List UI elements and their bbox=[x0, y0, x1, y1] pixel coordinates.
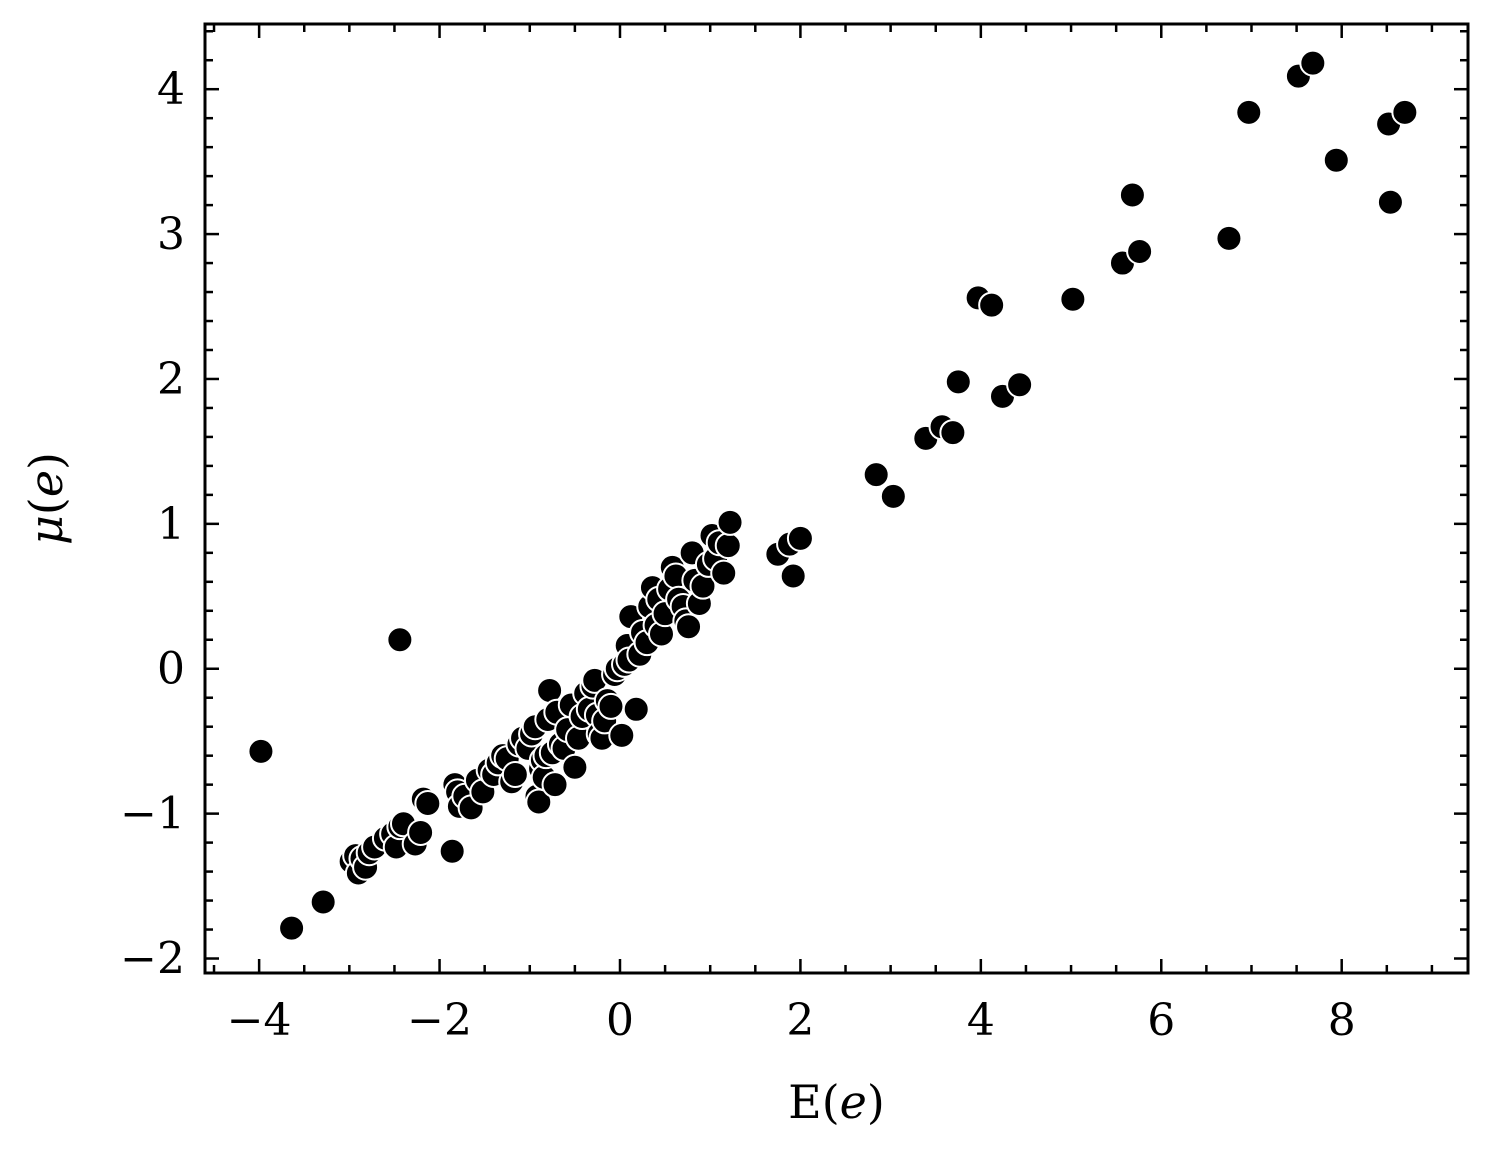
scatter-point bbox=[608, 721, 636, 749]
scatter-point bbox=[944, 368, 972, 396]
scatter-point bbox=[978, 291, 1006, 319]
scatter-point bbox=[675, 613, 703, 641]
data-points bbox=[247, 49, 1419, 942]
scatter-point bbox=[501, 761, 529, 789]
scatter-point bbox=[716, 508, 744, 536]
scatter-point bbox=[622, 695, 650, 723]
x-axis-label: E(e) bbox=[788, 1075, 885, 1129]
scatter-point bbox=[1215, 224, 1243, 252]
y-axis-label-close: ) bbox=[19, 452, 73, 470]
scatter-point bbox=[1376, 188, 1404, 216]
scatter-point bbox=[1059, 285, 1087, 313]
x-axis-label-text: E( bbox=[788, 1075, 840, 1129]
scatter-point bbox=[1006, 371, 1034, 399]
x-axis-label-var: e bbox=[840, 1075, 867, 1129]
y-tick-label: 0 bbox=[157, 644, 185, 695]
y-axis-label-var: e bbox=[19, 470, 73, 497]
scatter-point bbox=[278, 914, 306, 942]
scatter-point bbox=[779, 562, 807, 590]
plot-frame bbox=[203, 22, 1470, 975]
scatter-point bbox=[1118, 181, 1146, 209]
scatter-point bbox=[309, 888, 337, 916]
x-tick-label: 8 bbox=[1328, 995, 1356, 1046]
scatter-point bbox=[438, 837, 466, 865]
scatter-point bbox=[561, 753, 589, 781]
y-axis-label-open: ( bbox=[19, 497, 73, 515]
y-tick-label: 1 bbox=[157, 499, 185, 550]
scatter-point bbox=[1126, 237, 1154, 265]
scatter-point bbox=[1299, 49, 1327, 77]
scatter-point bbox=[862, 461, 890, 489]
scatter-point bbox=[710, 559, 738, 587]
x-tick-label: −4 bbox=[227, 995, 292, 1046]
scatter-point bbox=[939, 419, 967, 447]
x-tick-label: 0 bbox=[606, 995, 634, 1046]
y-tick-label: −1 bbox=[120, 789, 185, 840]
x-axis-label-close: ) bbox=[867, 1075, 885, 1129]
y-axis-label-greek: μ bbox=[19, 515, 73, 545]
scatter-point bbox=[386, 626, 414, 654]
x-tick-label: 4 bbox=[967, 995, 995, 1046]
tick-labels: −4 −2 0 2 4 6 8 −2 −1 0 1 2 3 4 bbox=[120, 64, 1356, 1046]
y-tick-label: 4 bbox=[157, 64, 185, 115]
scatter-point bbox=[407, 818, 435, 846]
scatter-point bbox=[247, 737, 275, 765]
x-tick-label: 2 bbox=[786, 995, 814, 1046]
scatter-point bbox=[414, 789, 442, 817]
scatter-point bbox=[714, 532, 742, 560]
x-tick-label: −2 bbox=[407, 995, 472, 1046]
scatter-point bbox=[1235, 98, 1263, 126]
y-tick-label: −2 bbox=[120, 934, 185, 985]
y-tick-label: 3 bbox=[157, 209, 185, 260]
y-tick-label: 2 bbox=[157, 354, 185, 405]
y-axis-label: μ(e) bbox=[19, 452, 73, 545]
scatter-point bbox=[597, 692, 625, 720]
scatter-point bbox=[786, 524, 814, 552]
scatter-point bbox=[1391, 98, 1419, 126]
scatter-point bbox=[1322, 146, 1350, 174]
scatter-point bbox=[541, 771, 569, 799]
x-tick-label: 6 bbox=[1147, 995, 1175, 1046]
scatter-point bbox=[879, 482, 907, 510]
